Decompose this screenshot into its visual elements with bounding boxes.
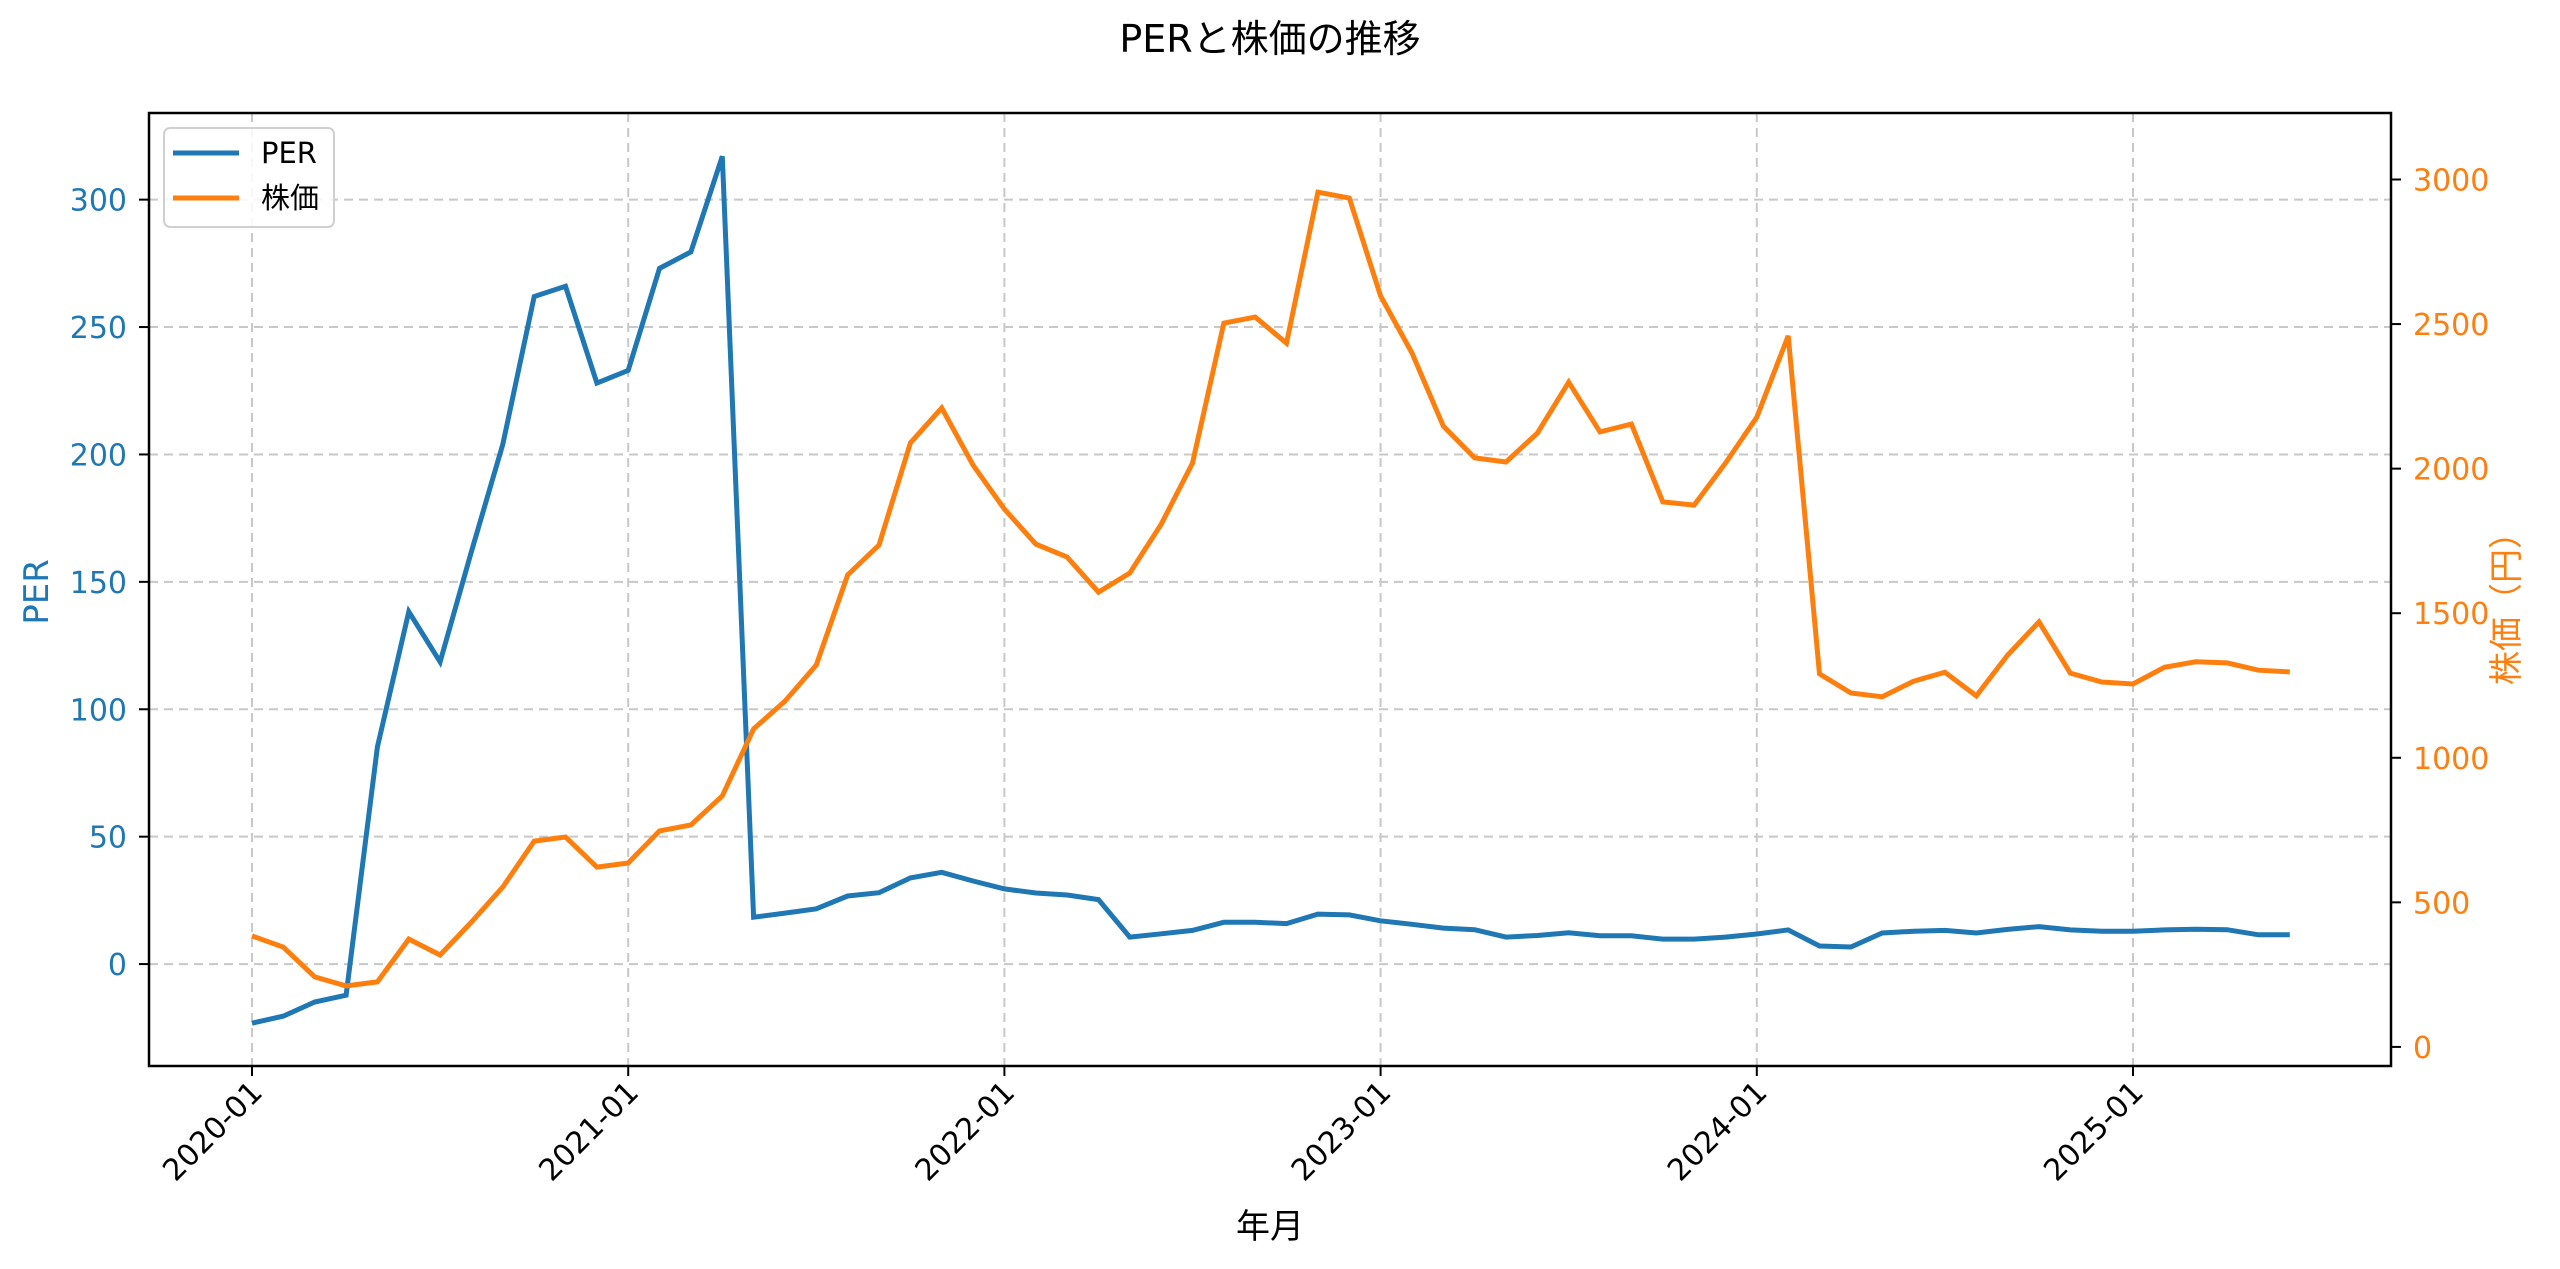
right-y-axis-label: 株価（円） bbox=[2487, 515, 2527, 685]
x-axis-label: 年月 bbox=[1236, 1207, 1304, 1247]
x-tick-label: 2020-01 bbox=[156, 1075, 269, 1188]
x-tick-label: 2024-01 bbox=[1661, 1075, 1774, 1188]
x-tick-label: 2022-01 bbox=[909, 1075, 1022, 1188]
price-line bbox=[251, 189, 2290, 989]
left-y-axis-label: PER bbox=[17, 559, 57, 625]
left-y-axis: 0 50 100 150 200 250 300 bbox=[70, 184, 149, 983]
right-tick-label: 2500 bbox=[2413, 308, 2489, 343]
right-tick-label: 500 bbox=[2413, 886, 2470, 921]
left-tick-label: 150 bbox=[70, 566, 127, 601]
x-tick-label: 2023-01 bbox=[1285, 1075, 1398, 1188]
x-tick-label: 2021-01 bbox=[532, 1075, 645, 1188]
right-tick-label: 3000 bbox=[2413, 164, 2489, 199]
right-tick-label: 1000 bbox=[2413, 742, 2489, 777]
left-tick-label: 50 bbox=[89, 821, 127, 856]
right-tick-label: 0 bbox=[2413, 1031, 2432, 1066]
x-axis: 2020-01 2021-01 2022-01 2023-01 2024-01 2025-… bbox=[156, 1066, 2151, 1188]
per-line bbox=[251, 155, 2290, 1026]
grid-lines bbox=[149, 113, 2391, 1066]
left-tick-label: 200 bbox=[70, 438, 127, 473]
x-tick-label: 2025-01 bbox=[2037, 1075, 2150, 1188]
legend-label-price: 株価 bbox=[261, 181, 319, 215]
right-tick-label: 2000 bbox=[2413, 453, 2489, 488]
plot-frame bbox=[147, 111, 2393, 1068]
left-tick-label: 250 bbox=[70, 311, 127, 346]
legend-label-per: PER bbox=[261, 136, 317, 170]
left-tick-label: 100 bbox=[70, 693, 127, 728]
plot-series bbox=[251, 155, 2290, 1026]
right-y-axis: 0 500 1000 1500 2000 2500 3000 bbox=[2391, 164, 2489, 1066]
legend: PER 株価 bbox=[163, 127, 335, 228]
left-tick-label: 300 bbox=[70, 184, 127, 219]
right-tick-label: 1500 bbox=[2413, 597, 2489, 632]
left-tick-label: 0 bbox=[108, 948, 127, 983]
chart-title: PERと株価の推移 bbox=[1119, 17, 1420, 61]
